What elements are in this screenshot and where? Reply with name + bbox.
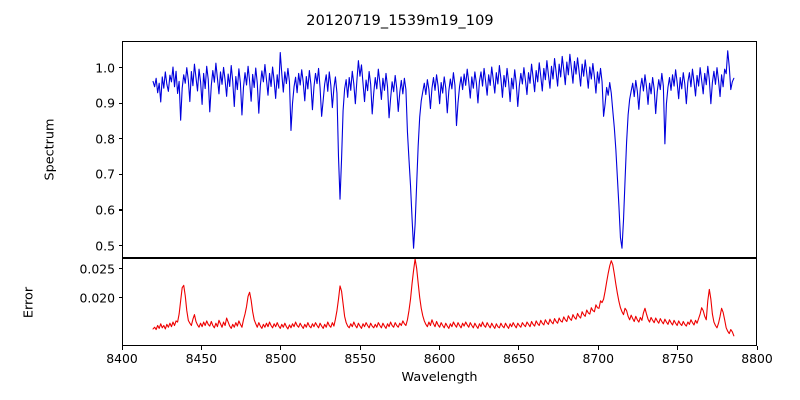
y-tick-label-spectrum: 0.9 [95,95,115,111]
x-tick-label: 8650 [503,351,535,366]
y-tick-label-spectrum: 0.5 [95,238,115,254]
y-tick-mark-spectrum [118,67,122,69]
y-tick-mark-spectrum [118,102,122,104]
error-plot-area [122,258,757,346]
x-tick-mark [677,346,679,350]
y-tick-label-spectrum: 0.8 [95,131,115,147]
error-line-series [123,259,756,345]
y-tick-label-spectrum: 0.7 [95,166,115,182]
y-tick-label-error: 0.025 [79,261,115,277]
x-tick-label: 8800 [741,351,773,366]
error-polyline [153,259,734,336]
spectrum-polyline [153,51,734,248]
x-tick-mark [597,346,599,350]
x-tick-mark [359,346,361,350]
page-title: 20120719_1539m19_109 [306,13,494,29]
x-tick-mark [756,346,758,350]
y-tick-label-error: 0.020 [79,290,115,306]
y-tick-label-spectrum: 0.6 [95,202,115,218]
y-tick-mark-error [118,297,122,299]
x-tick-label: 8500 [264,351,297,366]
x-tick-label: 8600 [423,351,456,366]
y-axis-label-spectrum: Spectrum [42,118,58,181]
x-tick-label: 8750 [661,351,694,366]
spectrum-plot-area [122,41,757,258]
x-tick-mark [200,346,202,350]
x-tick-label: 8450 [185,351,218,366]
x-tick-mark [121,346,123,350]
x-tick-label: 8400 [106,351,138,366]
x-tick-mark [280,346,282,350]
x-tick-mark [518,346,520,350]
y-tick-label-spectrum: 1.0 [95,60,115,76]
y-tick-mark-error [118,268,122,270]
x-tick-label: 8550 [344,351,376,366]
x-tick-mark [439,346,441,350]
x-tick-label: 8700 [582,351,615,366]
x-axis-label: Wavelength [401,370,478,385]
y-axis-label-error: Error [21,286,37,319]
y-tick-mark-spectrum [118,245,122,247]
y-tick-mark-spectrum [118,209,122,211]
y-tick-mark-spectrum [118,173,122,175]
spectrum-line-series [123,42,756,257]
y-tick-mark-spectrum [118,138,122,140]
